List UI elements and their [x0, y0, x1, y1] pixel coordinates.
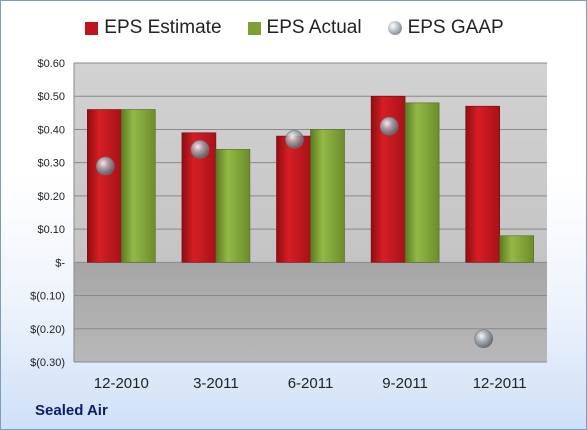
y-tick-label: $0.10 — [37, 224, 65, 236]
y-tick-label: $(0.10) — [30, 291, 65, 303]
legend-label-estimate: EPS Estimate — [104, 17, 222, 38]
bar-eps-actual — [404, 102, 440, 263]
x-tick-label: 6-2011 — [288, 375, 334, 392]
marker-eps-gaap — [474, 329, 494, 349]
bar-eps-actual — [121, 109, 156, 263]
bar-eps-actual — [310, 129, 345, 263]
legend-item-gaap: EPS GAAP — [387, 17, 504, 39]
x-tick-label: 3-2011 — [193, 375, 239, 392]
y-tick-label: $0.20 — [37, 191, 65, 203]
y-tick-label: $0.40 — [37, 124, 65, 136]
y-tick-label: $(0.20) — [30, 324, 65, 336]
x-tick-label: 9-2011 — [382, 375, 428, 392]
x-tick-label: 12-2011 — [473, 375, 527, 392]
legend-swatch-actual — [247, 21, 261, 35]
marker-eps-gaap — [96, 156, 115, 176]
y-tick-label: $(0.30) — [30, 357, 65, 369]
company-name: Sealed Air — [35, 402, 108, 419]
legend-swatch-gaap — [387, 21, 402, 35]
bar-eps-actual — [499, 235, 535, 263]
x-tick-label: 12-2010 — [94, 375, 149, 392]
bar-eps-estimate — [465, 105, 501, 263]
marker-eps-gaap — [285, 130, 304, 149]
y-tick-label: $0.50 — [37, 91, 65, 103]
bar-eps-estimate — [276, 135, 311, 263]
plot-area-negative — [74, 262, 547, 362]
y-tick-label: $0.60 — [37, 58, 65, 70]
marker-eps-gaap — [379, 116, 399, 136]
marker-eps-gaap — [190, 140, 210, 159]
bar-eps-estimate — [87, 109, 122, 263]
bar-eps-actual — [215, 149, 251, 263]
y-tick-label: $0.30 — [37, 158, 65, 170]
y-tick-label: $- — [55, 257, 65, 269]
legend-swatch-estimate — [85, 21, 99, 35]
legend: EPS Estimate EPS Actual EPS GAAP — [1, 17, 586, 39]
legend-label-actual: EPS Actual — [266, 17, 362, 38]
legend-item-actual: EPS Actual — [247, 17, 362, 39]
legend-label-gaap: EPS GAAP — [407, 17, 504, 38]
legend-item-estimate: EPS Estimate — [85, 17, 222, 39]
